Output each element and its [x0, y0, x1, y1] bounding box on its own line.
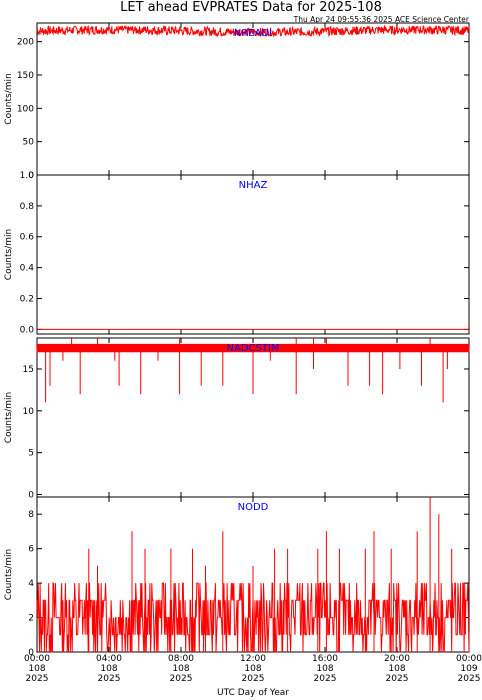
y-axis-label: Counts/min [4, 73, 14, 124]
figure-title: LET ahead EVPRATES Data for 2025-108 [120, 0, 382, 15]
x-tick-label-day: 108 [172, 664, 189, 674]
x-tick-label-day: 108 [28, 664, 45, 674]
x-tick-label-time: 20:00 [384, 654, 410, 664]
y-tick-label: 4 [28, 579, 34, 589]
panel-label: NHAZ [239, 180, 268, 191]
chart-panel-nreadi: 0 50 100 150 200 Counts/min NREADI [4, 22, 470, 181]
x-tick-label-time: 00:00 [456, 654, 482, 664]
x-tick-label-day: 108 [100, 664, 117, 674]
series-line-nreadi [36, 24, 470, 38]
y-tick-label: 0.6 [20, 233, 35, 243]
timestamp-label: Thu Apr 24 09:55:36 2025 ACE Science Cen… [293, 15, 470, 24]
series-line-nodd [36, 497, 470, 653]
y-tick-label: 0 [28, 648, 34, 658]
chart-panel-nodd: 0 2 4 6 8 Counts/min NODD [4, 496, 470, 658]
y-axis-label: Counts/min [4, 229, 14, 280]
y-tick-label: 50 [23, 138, 35, 148]
panel-frame [36, 174, 470, 335]
y-tick-label: 0.4 [20, 264, 35, 274]
y-tick-label: 0.8 [20, 202, 35, 212]
y-axis-label: Counts/min [4, 392, 14, 443]
x-tick-label-year: 2025 [26, 674, 49, 684]
panel-frame [36, 22, 470, 176]
x-tick-label-year: 2025 [170, 674, 193, 684]
panel-label: NREADI [234, 28, 272, 39]
y-axis-label: Counts/min [4, 549, 14, 600]
y-tick-label: 8 [28, 510, 34, 520]
y-tick-label: 10 [23, 407, 35, 417]
x-tick-label-day: 108 [316, 664, 333, 674]
y-tick-label: 0 [28, 171, 34, 181]
y-tick-label: 0 [28, 490, 34, 500]
x-tick-label-time: 16:00 [312, 654, 338, 664]
x-axis-label: UTC Day of Year [217, 688, 289, 698]
x-tick-label-day: 108 [244, 664, 261, 674]
panel-label: NODD [238, 502, 269, 513]
series-line-nadcstim [36, 338, 470, 403]
x-tick-label-day: 109 [460, 664, 477, 674]
y-tick-label: 15 [23, 365, 34, 375]
x-tick-label-time: 08:00 [168, 654, 194, 664]
y-tick-label: 0.2 [20, 294, 34, 304]
y-tick-label: 150 [17, 71, 34, 81]
y-tick-label: 100 [17, 104, 34, 114]
x-tick-label-year: 2025 [314, 674, 337, 684]
x-tick-labels: 00:00108202504:00108202508:00108202512:0… [24, 654, 482, 684]
y-tick-label: 200 [17, 38, 34, 48]
y-tick-label: 2 [28, 614, 34, 624]
chart-panel-nadcstim: 0 5 10 15 Counts/min NADCSTIM [4, 337, 470, 500]
y-tick-label: 5 [28, 449, 34, 459]
y-tick-label: 6 [28, 545, 34, 555]
panel-label: NADCSTIM [226, 343, 279, 354]
x-tick-label-day: 108 [388, 664, 405, 674]
y-tick-label: 1.0 [20, 171, 35, 181]
x-tick-label-year: 2025 [386, 674, 409, 684]
x-tick-label-year: 2025 [458, 674, 481, 684]
chart-panel-nhaz: 0.0 0.2 0.4 0.6 0.8 1.0 Counts/min NHAZ [4, 171, 470, 335]
x-tick-label-time: 12:00 [240, 654, 266, 664]
x-tick-label-year: 2025 [98, 674, 121, 684]
x-tick-label-time: 04:00 [96, 654, 122, 664]
x-tick-label-time: 00:00 [24, 654, 50, 664]
y-tick-label: 0.0 [20, 325, 35, 335]
panels: 050100150200Counts/minNREADI0.00.20.40.6… [4, 22, 482, 684]
x-tick-label-year: 2025 [242, 674, 265, 684]
